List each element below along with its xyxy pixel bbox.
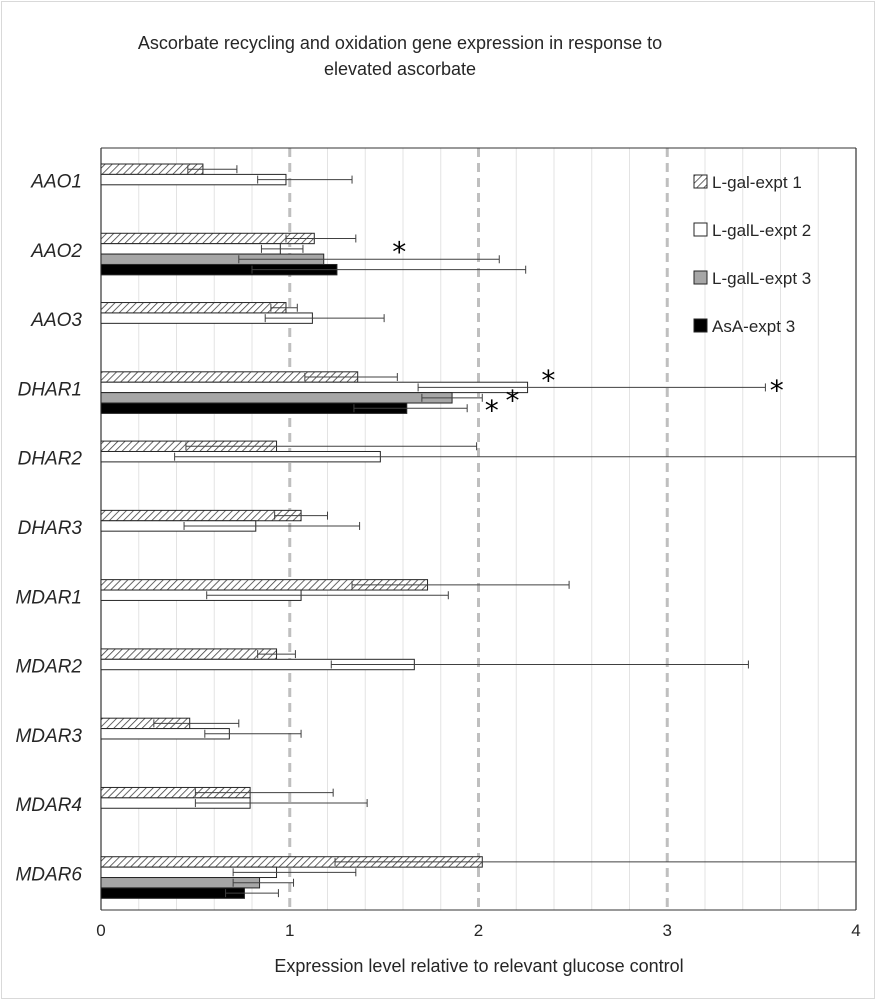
legend-item-asa-expt-3: AsA-expt 3: [693, 317, 795, 336]
x-axis-label: Expression level relative to relevant gl…: [274, 956, 683, 976]
legend-swatch: [693, 318, 708, 333]
x-tick-label-1: 1: [285, 921, 294, 940]
significance-markers: ** ***: [392, 235, 783, 427]
legend-label: L-galL-expt 3: [712, 269, 811, 288]
category-label-aao1: AAO1: [30, 172, 82, 193]
error-bar-mdar1-l-gal-expt-1: [351, 580, 570, 589]
category-label-mdar3: MDAR3: [15, 726, 82, 747]
legend-item-l-gall-expt-3: L-galL-expt 3: [693, 269, 811, 288]
chart-title-line-2: elevated ascorbate: [323, 59, 477, 79]
significance-star-aao2: *: [392, 235, 406, 268]
category-label-mdar2: MDAR2: [15, 657, 82, 678]
legend: L-gal-expt 1 L-galL-expt 2 L-galL-expt 3 As…: [693, 173, 811, 336]
category-label-dhar3: DHAR3: [18, 518, 83, 539]
significance-star-dhar1: *: [485, 394, 499, 427]
legend-swatch: [693, 270, 708, 285]
category-label-aao3: AAO3: [30, 310, 82, 331]
legend-swatch: [693, 174, 708, 189]
error-bar-mdar6-asa-expt-3: [225, 889, 279, 898]
error-bar-dhar3-l-gall-expt-2: [183, 521, 361, 530]
category-label-mdar4: MDAR4: [15, 795, 82, 816]
error-bar-mdar3-l-gall-expt-2: [204, 729, 302, 738]
error-bar-aao2-l-gall-expt-2: [260, 244, 304, 253]
category-labels: AAO1 AAO2 AAO3 DHAR1 DHAR2 DHAR3 MDAR1 MDAR2 MDA…: [15, 172, 82, 886]
significance-star-dhar1: *: [541, 364, 555, 397]
error-bar-aao1-l-gal-expt-1: [187, 165, 238, 174]
bar-aao3-l-gal-expt-1: [100, 302, 287, 314]
error-bar-mdar2-l-gal-expt-1: [257, 650, 296, 659]
error-bar-aao2-l-gal-expt-1: [285, 234, 357, 243]
error-bar-mdar6-l-gal-expt-1: [334, 857, 856, 866]
significance-star-dhar1: *: [505, 384, 519, 417]
x-tick-label-0: 0: [96, 921, 105, 940]
chart-title-line-1: Ascorbate recycling and oxidation gene e…: [137, 33, 663, 53]
error-bar-dhar3-l-gal-expt-1: [274, 511, 328, 520]
significance-star-dhar1: *: [770, 374, 784, 407]
error-bar-dhar1-l-gall-expt-2: [417, 383, 766, 392]
category-label-mdar1: MDAR1: [15, 587, 82, 608]
error-bar-mdar2-l-gall-expt-2: [330, 660, 749, 669]
legend-label: L-gal-expt 1: [712, 173, 802, 192]
error-bar-mdar6-l-gall-expt-3: [232, 878, 295, 887]
error-bar-aao2-asa-expt-3: [251, 265, 527, 274]
category-label-mdar6: MDAR6: [15, 864, 82, 885]
legend-item-l-gall-expt-2: L-galL-expt 2: [693, 221, 811, 240]
bar-aao2-l-gall-expt-2: [100, 243, 281, 255]
bar-dhar3-l-gal-expt-1: [100, 509, 302, 522]
bar-dhar1-l-gall-expt-3: [100, 392, 453, 404]
legend-swatch: [693, 222, 708, 237]
error-bar-dhar1-l-gall-expt-3: [421, 393, 483, 402]
error-bar-aao1-l-gall-expt-2: [257, 175, 353, 184]
x-tick-label-2: 2: [474, 921, 483, 940]
bar-mdar6-asa-expt-3: [100, 887, 245, 899]
x-tick-label-3: 3: [663, 921, 672, 940]
category-label-aao2: AAO2: [30, 241, 82, 262]
legend-label: L-galL-expt 2: [712, 221, 811, 240]
chart-title: Ascorbate recycling and oxidation gene e…: [60, 30, 740, 82]
bar-mdar2-l-gal-expt-1: [100, 648, 278, 660]
legend-item-l-gal-expt-1: L-gal-expt 1: [693, 173, 802, 192]
x-tick-label-4: 4: [851, 921, 860, 940]
error-bar-aao2-l-gall-expt-3: [238, 255, 500, 264]
error-bar-dhar1-asa-expt-3: [353, 404, 468, 413]
x-axis-ticks: 0 1 2 3 4: [96, 921, 860, 940]
error-bar-dhar2-l-gall-expt-2: [174, 452, 856, 461]
error-bar-dhar2-l-gal-expt-1: [185, 442, 478, 451]
category-label-dhar2: DHAR2: [18, 449, 83, 470]
error-bar-mdar3-l-gal-expt-1: [153, 719, 240, 728]
error-bar-mdar4-l-gall-expt-2: [194, 799, 368, 808]
error-bar-mdar6-l-gall-expt-2: [232, 868, 357, 877]
error-bar-dhar1-l-gal-expt-1: [304, 373, 398, 382]
error-bars: [153, 165, 856, 898]
category-label-dhar1: DHAR1: [18, 379, 82, 400]
error-bar-aao3-l-gal-expt-1: [270, 303, 298, 312]
error-bar-mdar4-l-gal-expt-1: [194, 788, 334, 797]
legend-label: AsA-expt 3: [712, 317, 795, 336]
error-bar-aao3-l-gall-expt-2: [264, 314, 385, 323]
error-bar-mdar1-l-gall-expt-2: [206, 591, 449, 600]
bar-aao2-l-gal-expt-1: [100, 232, 315, 245]
bar-series: [100, 163, 529, 899]
